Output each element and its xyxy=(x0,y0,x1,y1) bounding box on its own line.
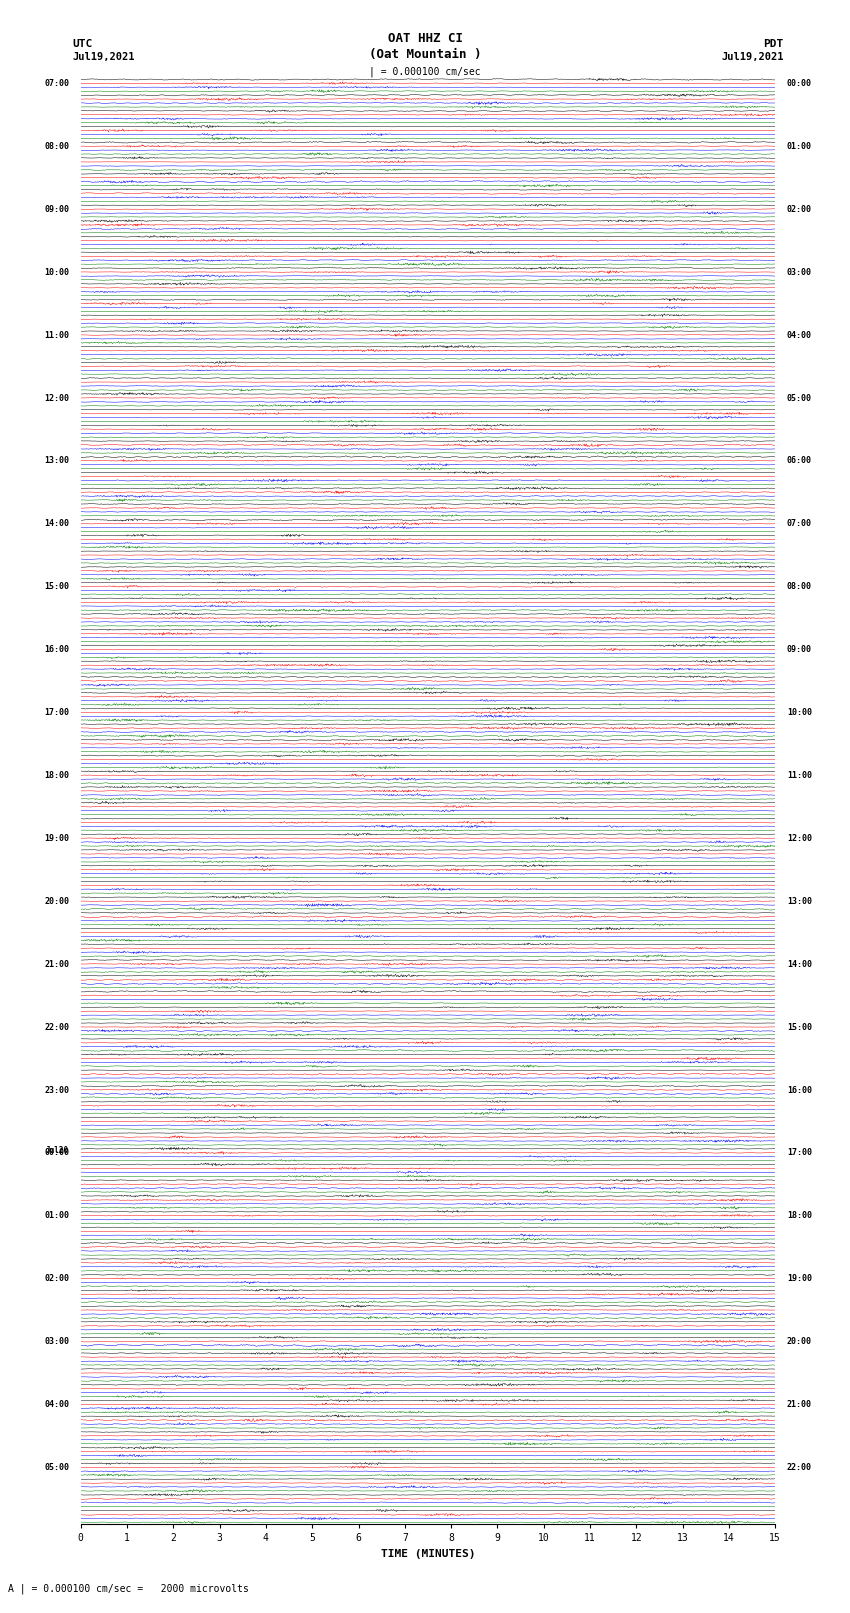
Text: A | = 0.000100 cm/sec =   2000 microvolts: A | = 0.000100 cm/sec = 2000 microvolts xyxy=(8,1582,249,1594)
Text: 15:00: 15:00 xyxy=(44,582,69,592)
Text: 19:00: 19:00 xyxy=(44,834,69,844)
Text: 05:00: 05:00 xyxy=(787,394,812,403)
Text: 21:00: 21:00 xyxy=(787,1400,812,1410)
Text: 04:00: 04:00 xyxy=(44,1400,69,1410)
Text: Jul19,2021: Jul19,2021 xyxy=(721,52,784,61)
Text: 09:00: 09:00 xyxy=(44,205,69,215)
Text: 20:00: 20:00 xyxy=(44,897,69,907)
Text: 13:00: 13:00 xyxy=(787,897,812,907)
Text: 11:00: 11:00 xyxy=(44,331,69,340)
Text: 00:00: 00:00 xyxy=(787,79,812,89)
Text: 00:00: 00:00 xyxy=(44,1148,69,1158)
Text: 13:00: 13:00 xyxy=(44,456,69,466)
Text: 08:00: 08:00 xyxy=(787,582,812,592)
Text: 03:00: 03:00 xyxy=(44,1337,69,1347)
Text: 23:00: 23:00 xyxy=(44,1086,69,1095)
Text: UTC: UTC xyxy=(72,39,93,48)
Text: 22:00: 22:00 xyxy=(44,1023,69,1032)
Text: 09:00: 09:00 xyxy=(787,645,812,655)
Text: 16:00: 16:00 xyxy=(44,645,69,655)
Text: 22:00: 22:00 xyxy=(787,1463,812,1473)
Text: 01:00: 01:00 xyxy=(44,1211,69,1221)
Text: 18:00: 18:00 xyxy=(44,771,69,781)
Text: 14:00: 14:00 xyxy=(44,519,69,529)
Text: 03:00: 03:00 xyxy=(787,268,812,277)
Text: 12:00: 12:00 xyxy=(44,394,69,403)
Text: Jul20: Jul20 xyxy=(46,1147,69,1155)
Text: 19:00: 19:00 xyxy=(787,1274,812,1284)
Text: PDT: PDT xyxy=(763,39,784,48)
Text: 02:00: 02:00 xyxy=(787,205,812,215)
Text: 15:00: 15:00 xyxy=(787,1023,812,1032)
Text: 10:00: 10:00 xyxy=(787,708,812,718)
Text: 18:00: 18:00 xyxy=(787,1211,812,1221)
Text: 17:00: 17:00 xyxy=(44,708,69,718)
Text: 02:00: 02:00 xyxy=(44,1274,69,1284)
Text: 07:00: 07:00 xyxy=(787,519,812,529)
Text: 16:00: 16:00 xyxy=(787,1086,812,1095)
Text: 14:00: 14:00 xyxy=(787,960,812,969)
Text: 05:00: 05:00 xyxy=(44,1463,69,1473)
Text: (Oat Mountain ): (Oat Mountain ) xyxy=(369,48,481,61)
Text: 04:00: 04:00 xyxy=(787,331,812,340)
Text: 01:00: 01:00 xyxy=(787,142,812,152)
Text: 17:00: 17:00 xyxy=(787,1148,812,1158)
Text: 10:00: 10:00 xyxy=(44,268,69,277)
Text: 07:00: 07:00 xyxy=(44,79,69,89)
Text: 11:00: 11:00 xyxy=(787,771,812,781)
Text: 21:00: 21:00 xyxy=(44,960,69,969)
Text: Jul19,2021: Jul19,2021 xyxy=(72,52,135,61)
Text: 12:00: 12:00 xyxy=(787,834,812,844)
Text: | = 0.000100 cm/sec: | = 0.000100 cm/sec xyxy=(369,66,481,77)
Text: OAT HHZ CI: OAT HHZ CI xyxy=(388,32,462,45)
X-axis label: TIME (MINUTES): TIME (MINUTES) xyxy=(381,1548,475,1558)
Text: 20:00: 20:00 xyxy=(787,1337,812,1347)
Text: 08:00: 08:00 xyxy=(44,142,69,152)
Text: 06:00: 06:00 xyxy=(787,456,812,466)
